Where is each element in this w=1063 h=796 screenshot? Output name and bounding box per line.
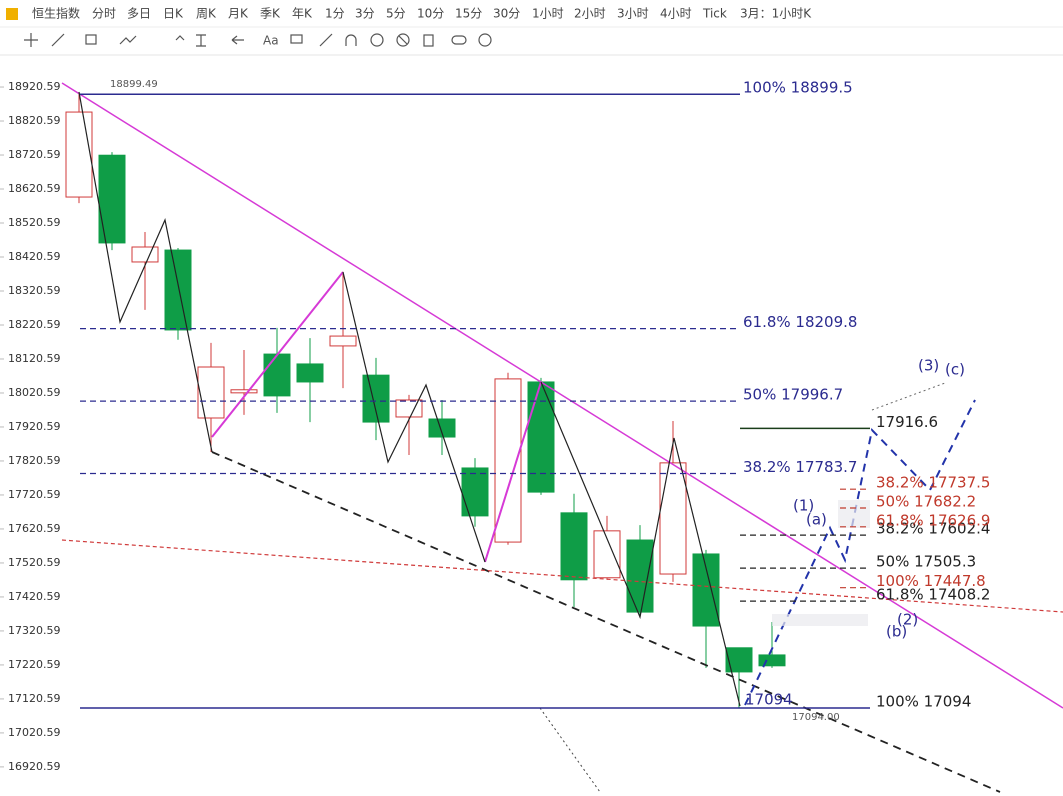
fib-label: 100% 17447.8 bbox=[876, 572, 986, 590]
toolbar-tab[interactable]: 4小时 bbox=[660, 7, 692, 21]
toolbar-tab[interactable]: 5分 bbox=[386, 7, 406, 21]
candle-body bbox=[296, 363, 324, 383]
toolbar-tab[interactable]: Tick bbox=[702, 7, 727, 21]
y-tick-label: 17420.59 bbox=[8, 590, 61, 603]
candle-body bbox=[725, 647, 753, 673]
wave-label: (3) bbox=[918, 357, 939, 375]
candle-body bbox=[131, 246, 159, 263]
symbol-icon bbox=[6, 8, 18, 20]
toolbar-tab[interactable]: 30分 bbox=[493, 7, 520, 21]
toolbar-tab[interactable]: 1小时 bbox=[532, 7, 564, 21]
wave-label: (a) bbox=[806, 511, 827, 529]
toolbar-tab[interactable]: 多日 bbox=[127, 7, 151, 21]
toolbar-tab[interactable]: 3分 bbox=[355, 7, 375, 21]
y-tick-label: 18520.59 bbox=[8, 216, 61, 229]
candle-body bbox=[65, 111, 93, 198]
fib-label: 38.2% 17737.5 bbox=[876, 474, 990, 492]
fib-label: 61.8% 18209.8 bbox=[743, 313, 857, 331]
wave-label: (b) bbox=[886, 623, 907, 641]
y-tick-label: 18820.59 bbox=[8, 114, 61, 127]
toolbar-tab[interactable]: 3小时 bbox=[617, 7, 649, 21]
toolbar-tab[interactable]: 季K bbox=[260, 7, 281, 21]
price-marker: 17094.00 bbox=[792, 712, 840, 723]
candle-body bbox=[329, 335, 357, 347]
toolbar-tab[interactable]: 恒生指数 bbox=[32, 6, 80, 21]
y-tick-label: 17320.59 bbox=[8, 624, 61, 637]
candle-body bbox=[164, 249, 192, 331]
toolbar-tab[interactable]: 10分 bbox=[417, 7, 444, 21]
y-tick-label: 18320.59 bbox=[8, 284, 61, 297]
y-tick-label: 17620.59 bbox=[8, 522, 61, 535]
plot: 18920.59 18820.59 18720.59 18620.59 18520.59… bbox=[0, 80, 786, 773]
y-tick-label: 17120.59 bbox=[8, 692, 61, 705]
fib-label: 50% 17505.3 bbox=[876, 553, 976, 571]
wave-label: (1) bbox=[793, 497, 814, 515]
y-tick-label: 18920.59 bbox=[8, 80, 61, 93]
fib-label: 61.8% 17408.2 bbox=[876, 586, 990, 604]
wave-label: (2) bbox=[897, 611, 918, 629]
y-tick-label: 17720.59 bbox=[8, 488, 61, 501]
candle-body bbox=[527, 381, 555, 493]
fib-label: 17916.6 bbox=[876, 413, 938, 431]
svg-text:Aa: Aa bbox=[263, 34, 279, 48]
candle-body bbox=[197, 366, 225, 419]
y-tick-label: 18420.59 bbox=[8, 250, 61, 263]
toolbar-tab[interactable]: 3月：1小时K bbox=[740, 7, 812, 21]
y-tick-label: 18620.59 bbox=[8, 182, 61, 195]
candle-body bbox=[98, 154, 126, 244]
candle-body bbox=[659, 462, 687, 575]
y-tick-label: 17920.59 bbox=[8, 420, 61, 433]
fib-label: 100% 18899.5 bbox=[743, 79, 853, 97]
y-tick-label: 17520.59 bbox=[8, 556, 61, 569]
fib-label: 100% 17094 bbox=[876, 692, 971, 710]
wave-label: (c) bbox=[945, 361, 965, 379]
y-tick-label: 17220.59 bbox=[8, 658, 61, 671]
candle-body bbox=[362, 374, 390, 423]
fib-label: 50% 17996.7 bbox=[743, 386, 843, 404]
candle-body bbox=[758, 654, 786, 667]
toolbar-tab[interactable]: 年K bbox=[292, 7, 313, 21]
toolbar-tab[interactable]: 2小时 bbox=[574, 7, 606, 21]
candle-body bbox=[560, 512, 588, 581]
y-tick-label: 18020.59 bbox=[8, 386, 61, 399]
candle-body bbox=[263, 353, 291, 397]
fib-label: 38.2% 17783.7 bbox=[743, 458, 857, 476]
y-tick-label: 17020.59 bbox=[8, 726, 61, 739]
wave-label: 17094 bbox=[745, 691, 793, 709]
candle-body bbox=[230, 389, 258, 394]
trend-drawings bbox=[61, 82, 1063, 793]
fib-label: 50% 17682.2 bbox=[876, 493, 976, 511]
y-tick-label: 18720.59 bbox=[8, 148, 61, 161]
candle-body bbox=[461, 467, 489, 517]
drawing-tools[interactable]: Aa bbox=[24, 33, 492, 48]
fib-label: 61.8% 17626.9 bbox=[876, 511, 990, 529]
toolbar-tab[interactable]: 月K bbox=[228, 7, 249, 21]
toolbar-tab[interactable]: 15分 bbox=[455, 7, 482, 21]
fib-label: 38.2% 17602.4 bbox=[876, 520, 990, 538]
toolbar-tab[interactable]: 日K bbox=[163, 7, 184, 21]
candle-body bbox=[626, 539, 654, 613]
y-tick-label: 18220.59 bbox=[8, 318, 61, 331]
price-marker: 18899.49 bbox=[110, 79, 158, 90]
toolbar-tab[interactable]: 分时 bbox=[92, 7, 116, 21]
y-tick-label: 18120.59 bbox=[8, 352, 61, 365]
y-tick-label: 16920.59 bbox=[8, 760, 61, 773]
toolbar-tab[interactable]: 1分 bbox=[325, 7, 345, 21]
candle-body bbox=[692, 553, 720, 627]
candle-body bbox=[395, 399, 423, 418]
y-tick-label: 17820.59 bbox=[8, 454, 61, 467]
candle-body bbox=[428, 418, 456, 438]
toolbar-tab[interactable]: 周K bbox=[196, 7, 217, 21]
